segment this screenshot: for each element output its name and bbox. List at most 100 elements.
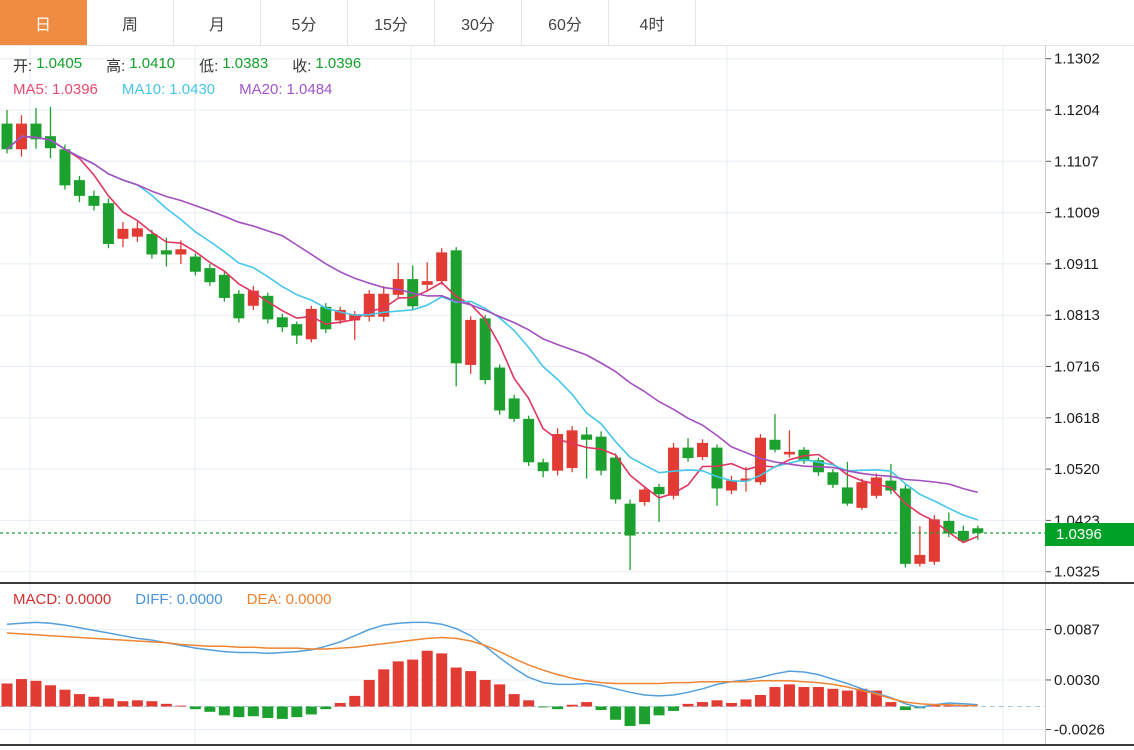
ma5-line bbox=[6, 135, 979, 544]
price-grid: 1.1302 1.1204 1.1107 1.1009 1.0911 1.0813 1.07… bbox=[0, 46, 1100, 582]
macd-bar bbox=[668, 706, 680, 711]
candle-body bbox=[856, 482, 868, 508]
macd-bar bbox=[754, 694, 766, 707]
macd-bar bbox=[44, 685, 56, 707]
price-axis-label: 1.0716 bbox=[1054, 359, 1100, 376]
macd-bar bbox=[697, 702, 709, 707]
macd-bar bbox=[334, 702, 346, 707]
macd-bar bbox=[769, 687, 781, 707]
candle-body bbox=[175, 249, 187, 255]
tab-5min[interactable]: 5分 bbox=[261, 0, 348, 45]
candle-body bbox=[726, 480, 737, 491]
macd-bar bbox=[827, 688, 839, 707]
macd-bar bbox=[465, 671, 477, 707]
macd-bar bbox=[726, 702, 737, 707]
macd-bar bbox=[15, 679, 27, 707]
macd-bar bbox=[740, 699, 752, 707]
macd-bar bbox=[856, 688, 868, 707]
ma10-line bbox=[6, 135, 979, 521]
macd-bar bbox=[262, 706, 274, 719]
macd-bar bbox=[59, 689, 71, 707]
candle-body bbox=[653, 486, 665, 495]
candle-body bbox=[189, 256, 201, 272]
candle-body bbox=[450, 250, 462, 364]
price-axis-label: 1.0618 bbox=[1054, 410, 1100, 427]
candle-body bbox=[899, 488, 911, 564]
macd-axis-label: 0.0030 bbox=[1054, 672, 1100, 689]
tab-month[interactable]: 月 bbox=[174, 0, 261, 45]
candle-body bbox=[291, 324, 303, 336]
macd-bar bbox=[812, 687, 824, 707]
macd-bar bbox=[421, 650, 433, 707]
macd-bar bbox=[943, 705, 955, 707]
candle-body bbox=[320, 306, 332, 330]
tab-60min[interactable]: 60分 bbox=[522, 0, 609, 45]
price-axis-label: 1.1107 bbox=[1054, 153, 1099, 170]
candle-body bbox=[523, 418, 535, 463]
tab-30min[interactable]: 30分 bbox=[435, 0, 522, 45]
price-axis-label: 1.0911 bbox=[1054, 256, 1099, 273]
candle-body bbox=[30, 123, 42, 140]
candle-body bbox=[479, 318, 491, 381]
macd-chart[interactable]: 0.0087 0.0030 -0.0026 bbox=[0, 584, 1134, 746]
tab-day[interactable]: 日 bbox=[0, 0, 87, 45]
candle-body bbox=[378, 293, 390, 317]
macd-bar bbox=[146, 701, 158, 707]
macd-bar bbox=[378, 669, 390, 707]
macd-bar bbox=[407, 659, 419, 707]
tab-week[interactable]: 周 bbox=[87, 0, 174, 45]
macd-bar bbox=[494, 684, 506, 707]
timeframe-toolbar: 日 周 月 5分 15分 30分 60分 4时 bbox=[0, 0, 1134, 46]
candle-body bbox=[972, 528, 984, 533]
candle-body bbox=[494, 367, 506, 411]
macd-bar bbox=[639, 706, 651, 725]
candle-body bbox=[740, 478, 752, 481]
macd-bar bbox=[30, 680, 42, 707]
macd-bar bbox=[363, 679, 375, 707]
macd-bar bbox=[305, 706, 317, 715]
macd-bar bbox=[537, 706, 549, 708]
candle-body bbox=[262, 295, 274, 320]
candle-body bbox=[334, 309, 346, 321]
candle-body bbox=[552, 434, 564, 471]
macd-bar bbox=[479, 679, 491, 707]
macd-bar bbox=[899, 706, 911, 711]
candle-body bbox=[610, 457, 622, 500]
macd-bar bbox=[552, 706, 564, 710]
candle-body bbox=[276, 317, 288, 328]
candle-body bbox=[581, 434, 593, 440]
macd-bar bbox=[711, 700, 723, 707]
macd-bar bbox=[870, 690, 882, 707]
macd-bar bbox=[841, 690, 853, 707]
price-axis-label: 1.1009 bbox=[1054, 205, 1100, 222]
candle-body bbox=[928, 519, 940, 562]
tab-15min[interactable]: 15分 bbox=[348, 0, 435, 45]
macd-bar bbox=[508, 694, 520, 707]
macd-bar bbox=[653, 706, 665, 716]
candle-body bbox=[421, 281, 433, 285]
macd-bar bbox=[117, 701, 129, 707]
tab-4hour[interactable]: 4时 bbox=[609, 0, 696, 45]
macd-bar bbox=[885, 702, 897, 707]
macd-bar bbox=[131, 700, 143, 707]
macd-bar bbox=[624, 706, 636, 726]
candle-body bbox=[392, 279, 404, 295]
candle-body bbox=[885, 480, 897, 491]
macd-bar bbox=[581, 702, 593, 707]
current-price-badge: 1.0396 bbox=[1045, 523, 1134, 546]
candle-body bbox=[841, 487, 853, 504]
candle-body bbox=[1, 123, 13, 150]
candle-body bbox=[639, 489, 651, 503]
macd-bar bbox=[291, 706, 303, 718]
candle-body bbox=[754, 437, 766, 483]
price-axis-label: 1.1204 bbox=[1054, 102, 1100, 119]
macd-grid: 0.0087 0.0030 -0.0026 bbox=[0, 584, 1105, 744]
price-chart[interactable]: 1.1302 1.1204 1.1107 1.1009 1.0911 1.0813 1.07… bbox=[0, 46, 1134, 584]
candle-body bbox=[44, 136, 56, 149]
macd-axis-label: -0.0026 bbox=[1054, 722, 1105, 739]
price-axis-label: 1.0325 bbox=[1054, 564, 1100, 581]
ma20-line bbox=[6, 135, 979, 494]
price-axis-label: 1.1302 bbox=[1054, 51, 1100, 68]
candle-body bbox=[363, 293, 375, 317]
candle-body bbox=[595, 436, 607, 471]
